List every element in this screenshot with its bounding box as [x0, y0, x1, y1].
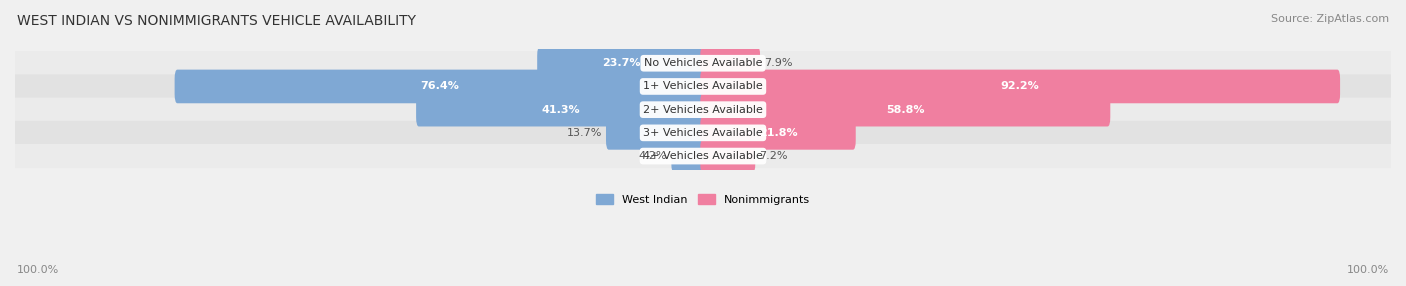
Text: 100.0%: 100.0% — [17, 265, 59, 275]
Text: 76.4%: 76.4% — [420, 82, 460, 92]
FancyBboxPatch shape — [15, 144, 1391, 168]
FancyBboxPatch shape — [15, 121, 1391, 145]
Text: 13.7%: 13.7% — [567, 128, 602, 138]
FancyBboxPatch shape — [700, 93, 1111, 126]
Text: 1+ Vehicles Available: 1+ Vehicles Available — [643, 82, 763, 92]
Text: 23.7%: 23.7% — [602, 58, 641, 68]
FancyBboxPatch shape — [15, 51, 1391, 75]
FancyBboxPatch shape — [700, 116, 856, 150]
Legend: West Indian, Nonimmigrants: West Indian, Nonimmigrants — [591, 188, 815, 210]
Text: 58.8%: 58.8% — [886, 105, 925, 115]
Text: Source: ZipAtlas.com: Source: ZipAtlas.com — [1271, 14, 1389, 24]
Text: WEST INDIAN VS NONIMMIGRANTS VEHICLE AVAILABILITY: WEST INDIAN VS NONIMMIGRANTS VEHICLE AVA… — [17, 14, 416, 28]
FancyBboxPatch shape — [671, 139, 706, 173]
FancyBboxPatch shape — [416, 93, 706, 126]
FancyBboxPatch shape — [700, 69, 1340, 103]
Text: 41.3%: 41.3% — [541, 105, 581, 115]
FancyBboxPatch shape — [700, 139, 755, 173]
Text: 3+ Vehicles Available: 3+ Vehicles Available — [643, 128, 763, 138]
Text: 92.2%: 92.2% — [1001, 82, 1039, 92]
Text: 4+ Vehicles Available: 4+ Vehicles Available — [643, 151, 763, 161]
FancyBboxPatch shape — [606, 116, 706, 150]
Text: No Vehicles Available: No Vehicles Available — [644, 58, 762, 68]
FancyBboxPatch shape — [15, 74, 1391, 98]
FancyBboxPatch shape — [537, 46, 706, 80]
Text: 4.2%: 4.2% — [638, 151, 668, 161]
Text: 21.8%: 21.8% — [759, 128, 797, 138]
FancyBboxPatch shape — [174, 69, 706, 103]
Text: 7.2%: 7.2% — [759, 151, 787, 161]
Text: 100.0%: 100.0% — [1347, 265, 1389, 275]
Text: 2+ Vehicles Available: 2+ Vehicles Available — [643, 105, 763, 115]
FancyBboxPatch shape — [15, 98, 1391, 122]
Text: 7.9%: 7.9% — [765, 58, 793, 68]
FancyBboxPatch shape — [700, 46, 761, 80]
